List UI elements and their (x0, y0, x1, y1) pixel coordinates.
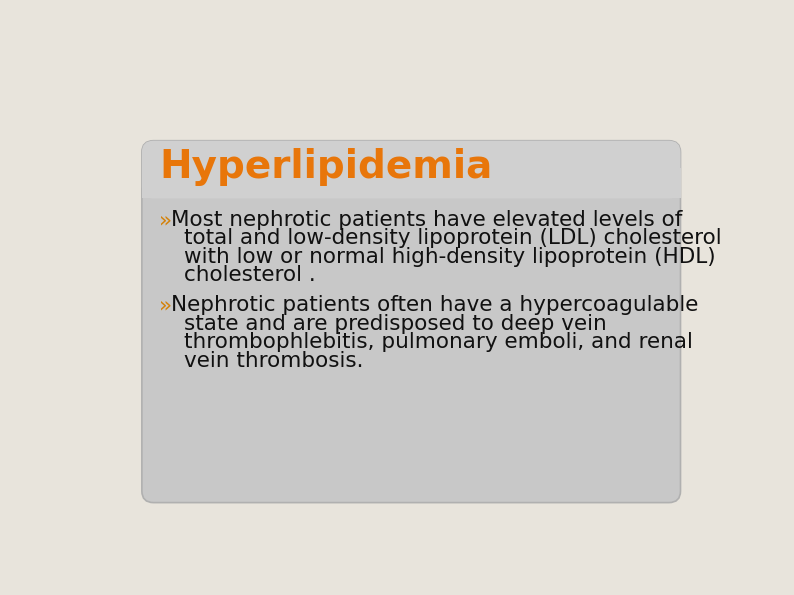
Text: Hyperlipidemia: Hyperlipidemia (159, 148, 492, 186)
Text: Nephrotic patients often have a hypercoagulable: Nephrotic patients often have a hypercoa… (172, 296, 699, 315)
Text: state and are predisposed to deep vein: state and are predisposed to deep vein (184, 314, 607, 334)
Text: »: » (159, 296, 172, 315)
Text: »: » (159, 210, 172, 230)
FancyBboxPatch shape (142, 168, 680, 199)
Text: Most nephrotic patients have elevated levels of: Most nephrotic patients have elevated le… (172, 210, 683, 230)
FancyBboxPatch shape (142, 140, 680, 199)
Text: cholesterol .: cholesterol . (184, 265, 316, 286)
Text: thrombophlebitis, pulmonary emboli, and renal: thrombophlebitis, pulmonary emboli, and … (184, 333, 693, 352)
Text: vein thrombosis.: vein thrombosis. (184, 351, 364, 371)
Text: with low or normal high-density lipoprotein (HDL): with low or normal high-density lipoprot… (184, 247, 716, 267)
FancyBboxPatch shape (142, 140, 680, 503)
Text: total and low-density lipoprotein (LDL) cholesterol: total and low-density lipoprotein (LDL) … (184, 228, 722, 249)
